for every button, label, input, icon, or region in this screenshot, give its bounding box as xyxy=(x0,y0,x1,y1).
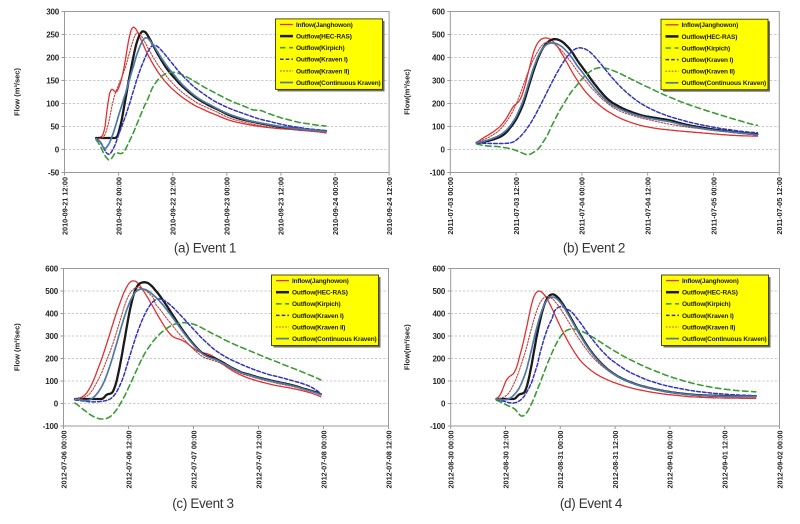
svg-text:Outflow(HEC-RAS): Outflow(HEC-RAS) xyxy=(296,34,352,41)
svg-text:500: 500 xyxy=(432,30,445,39)
svg-text:300: 300 xyxy=(432,76,445,85)
svg-text:250: 250 xyxy=(46,30,59,39)
svg-text:100: 100 xyxy=(432,122,445,131)
svg-text:600: 600 xyxy=(45,264,58,273)
svg-text:-50: -50 xyxy=(48,168,60,177)
svg-text:Inflow(Janghowon): Inflow(Janghowon) xyxy=(292,278,349,285)
svg-text:2012-07-06 12:00: 2012-07-06 12:00 xyxy=(124,431,133,489)
svg-text:100: 100 xyxy=(45,377,58,386)
svg-text:(d) Event 4: (d) Event 4 xyxy=(560,496,623,511)
svg-text:2012-09-02 00:00: 2012-09-02 00:00 xyxy=(775,431,784,489)
svg-text:200: 200 xyxy=(45,354,58,363)
svg-text:-100: -100 xyxy=(43,422,59,431)
svg-text:Outflow(Kraven I): Outflow(Kraven I) xyxy=(296,57,348,64)
svg-text:2011-07-05 12:00: 2011-07-05 12:00 xyxy=(775,177,784,235)
svg-text:Inflow(Janghowon): Inflow(Janghowon) xyxy=(296,22,353,29)
svg-text:2010-09-24 00:00: 2010-09-24 00:00 xyxy=(331,177,340,235)
svg-text:400: 400 xyxy=(432,309,445,318)
svg-text:2012-07-06 00:00: 2012-07-06 00:00 xyxy=(59,431,68,489)
svg-text:Outflow(Kraven II): Outflow(Kraven II) xyxy=(296,68,349,75)
svg-text:(a) Event 1: (a) Event 1 xyxy=(174,241,236,256)
svg-text:2012-07-08 00:00: 2012-07-08 00:00 xyxy=(319,431,328,489)
svg-text:Outflow(HEC-RAS): Outflow(HEC-RAS) xyxy=(292,290,348,297)
svg-text:(b) Event 2: (b) Event 2 xyxy=(563,241,625,256)
svg-text:2011-07-05 00:00: 2011-07-05 00:00 xyxy=(709,177,718,235)
svg-text:150: 150 xyxy=(46,76,59,85)
svg-text:Outflow(Continuous Kraven): Outflow(Continuous Kraven) xyxy=(682,336,767,343)
svg-text:200: 200 xyxy=(46,53,59,62)
svg-text:Outflow(Kraven I): Outflow(Kraven I) xyxy=(292,313,344,320)
svg-text:2010-09-24 12:00: 2010-09-24 12:00 xyxy=(385,177,394,235)
svg-text:300: 300 xyxy=(45,332,58,341)
svg-text:2012-08-31 12:00: 2012-08-31 12:00 xyxy=(611,431,620,489)
svg-text:2010-09-22 12:00: 2010-09-22 12:00 xyxy=(169,177,178,235)
svg-text:Outflow(Kraven II): Outflow(Kraven II) xyxy=(682,324,735,331)
svg-text:500: 500 xyxy=(432,287,445,296)
svg-text:Outflow(Kirpich): Outflow(Kirpich) xyxy=(296,45,345,52)
svg-text:2012-09-01 12:00: 2012-09-01 12:00 xyxy=(721,431,730,489)
svg-text:600: 600 xyxy=(432,264,445,273)
svg-text:600: 600 xyxy=(432,7,445,16)
svg-text:2012-07-07 12:00: 2012-07-07 12:00 xyxy=(254,431,263,489)
svg-text:50: 50 xyxy=(51,122,60,131)
svg-text:100: 100 xyxy=(432,377,445,386)
svg-text:100: 100 xyxy=(46,99,59,108)
svg-text:-100: -100 xyxy=(430,422,446,431)
svg-text:Outflow(Kirpich): Outflow(Kirpich) xyxy=(682,45,731,52)
svg-text:200: 200 xyxy=(432,354,445,363)
svg-text:Outflow(HEC-RAS): Outflow(HEC-RAS) xyxy=(682,290,738,297)
svg-text:Outflow(Continuous Kraven): Outflow(Continuous Kraven) xyxy=(682,80,767,87)
svg-text:Outflow(Kirpich): Outflow(Kirpich) xyxy=(682,301,731,308)
svg-text:2012-07-07 00:00: 2012-07-07 00:00 xyxy=(189,431,198,489)
svg-text:Outflow(Kraven I): Outflow(Kraven I) xyxy=(682,313,734,320)
svg-text:(c) Event 3: (c) Event 3 xyxy=(172,496,233,511)
svg-text:Flow (m³/sec): Flow (m³/sec) xyxy=(13,323,22,371)
svg-text:Flow (m³/sec): Flow (m³/sec) xyxy=(13,68,22,116)
svg-text:0: 0 xyxy=(441,399,446,408)
svg-text:2011-07-03 00:00: 2011-07-03 00:00 xyxy=(446,177,455,235)
svg-text:-100: -100 xyxy=(430,168,446,177)
svg-text:Outflow(Kraven I): Outflow(Kraven I) xyxy=(682,57,734,64)
svg-text:Outflow(HEC-RAS): Outflow(HEC-RAS) xyxy=(682,34,738,41)
svg-text:300: 300 xyxy=(432,332,445,341)
svg-text:400: 400 xyxy=(432,53,445,62)
svg-text:2010-09-23 12:00: 2010-09-23 12:00 xyxy=(277,177,286,235)
svg-text:Flow(m³/sec): Flow(m³/sec) xyxy=(403,69,412,115)
svg-text:Outflow(Kraven II): Outflow(Kraven II) xyxy=(682,69,735,76)
svg-text:Outflow(Continuous Kraven): Outflow(Continuous Kraven) xyxy=(292,336,377,343)
svg-text:Outflow(Kraven II): Outflow(Kraven II) xyxy=(292,324,345,331)
svg-text:Outflow(Continuous Kraven): Outflow(Continuous Kraven) xyxy=(296,80,381,87)
svg-text:Inflow(Janghowon): Inflow(Janghowon) xyxy=(682,22,739,29)
svg-text:0: 0 xyxy=(54,399,59,408)
svg-text:2012-08-31 00:00: 2012-08-31 00:00 xyxy=(556,431,565,489)
svg-text:2010-09-21 12:00: 2010-09-21 12:00 xyxy=(60,177,69,235)
svg-text:2011-07-03 12:00: 2011-07-03 12:00 xyxy=(512,177,521,235)
svg-text:2010-09-22 00:00: 2010-09-22 00:00 xyxy=(114,177,123,235)
svg-text:2012-07-08 12:00: 2012-07-08 12:00 xyxy=(384,431,393,489)
svg-text:500: 500 xyxy=(45,287,58,296)
svg-text:200: 200 xyxy=(432,99,445,108)
svg-text:Flow(m³/sec): Flow(m³/sec) xyxy=(403,324,412,370)
svg-text:400: 400 xyxy=(45,309,58,318)
svg-text:Inflow(Janghowon): Inflow(Janghowon) xyxy=(682,278,739,285)
svg-text:2012-08-30 00:00: 2012-08-30 00:00 xyxy=(447,431,456,489)
svg-text:2012-08-30 12:00: 2012-08-30 12:00 xyxy=(501,431,510,489)
svg-text:0: 0 xyxy=(55,145,60,154)
svg-text:Outflow(Kirpich): Outflow(Kirpich) xyxy=(292,301,341,308)
svg-text:300: 300 xyxy=(46,7,59,16)
svg-text:2011-07-04 12:00: 2011-07-04 12:00 xyxy=(644,177,653,235)
svg-text:2012-09-01 00:00: 2012-09-01 00:00 xyxy=(666,431,675,489)
svg-text:2010-09-23 00:00: 2010-09-23 00:00 xyxy=(223,177,232,235)
svg-text:2011-07-04 00:00: 2011-07-04 00:00 xyxy=(578,177,587,235)
svg-text:0: 0 xyxy=(441,145,446,154)
